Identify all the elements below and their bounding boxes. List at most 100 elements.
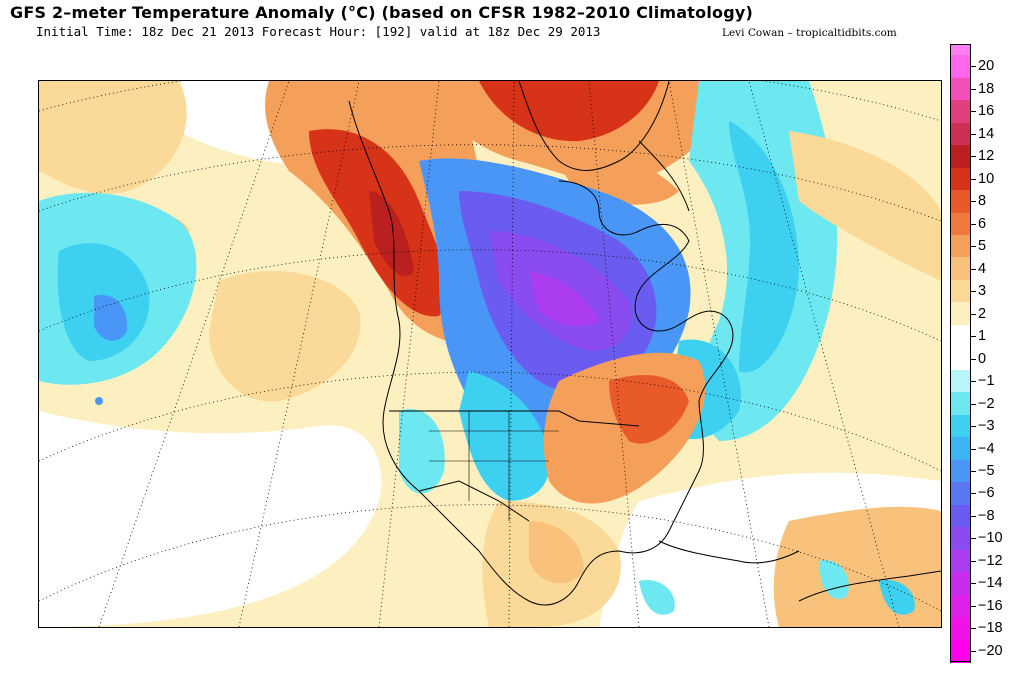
hawaii-cold-spot <box>95 397 103 405</box>
coastlines <box>348 81 941 606</box>
colorbar-swatch <box>950 55 971 79</box>
colorbar-label: 12 <box>978 148 995 165</box>
warm-region-pacific-mid <box>209 271 361 402</box>
colorbar-tick <box>971 291 976 293</box>
colorbar-tick <box>971 470 976 472</box>
anomaly-field <box>39 81 941 627</box>
colorbar-tick <box>971 560 976 562</box>
colorbar-tick <box>971 268 976 270</box>
coastline-south-america <box>798 570 941 602</box>
colorbar-swatch <box>950 145 971 169</box>
colorbar-tick <box>971 358 976 360</box>
colorbar-tick <box>971 538 976 540</box>
colorbar-swatch <box>950 594 971 619</box>
state-borders <box>429 411 559 521</box>
colorbar-tick <box>971 336 976 338</box>
colorbar-swatch <box>950 482 971 506</box>
graticule <box>39 81 941 627</box>
colorbar-label: −20 <box>978 642 1003 659</box>
colorbar-swatch <box>950 437 971 461</box>
coastline-cuba <box>658 540 800 564</box>
colorbar-swatch <box>950 527 971 551</box>
colorbar-tick <box>971 246 976 248</box>
graticule-meridian <box>98 81 290 627</box>
colorbar-tick <box>971 88 976 90</box>
cold-patch-south-america-east <box>879 580 915 615</box>
cold-patch-south-america <box>819 560 849 600</box>
colorbar-swatch <box>950 572 971 596</box>
colorbar-label: −5 <box>978 462 995 479</box>
colorbar-label: −1 <box>978 373 995 390</box>
graticule-parallel <box>39 144 941 222</box>
colorbar-label: 5 <box>978 238 987 255</box>
cold-region-rockies <box>399 409 445 494</box>
colorbar-swatch <box>950 77 971 102</box>
colorbar-tick <box>971 111 976 113</box>
colorbar-swatch <box>950 279 971 304</box>
graticule-parallel <box>39 81 941 122</box>
cold-tongue-plains <box>459 371 550 501</box>
colorbar-label: 3 <box>978 283 987 300</box>
colorbar-label: −3 <box>978 418 995 435</box>
neutral-region-southwest <box>39 411 382 627</box>
colorbar-label: 8 <box>978 193 987 210</box>
warm-patch-gulf <box>529 521 584 584</box>
colorbar-tick <box>971 133 976 135</box>
colorbar-label: 4 <box>978 260 987 277</box>
colorbar-swatch <box>950 100 971 124</box>
colorbar-tick <box>971 515 976 517</box>
colorbar-label: −14 <box>978 575 1003 592</box>
colorbar-label: −2 <box>978 395 995 412</box>
warm-region-atlantic-east <box>789 131 941 281</box>
colorbar-tick <box>971 223 976 225</box>
colorbar-tick <box>971 583 976 585</box>
coastline-greenland <box>638 140 690 212</box>
graticule-parallel <box>39 504 941 612</box>
colorbar <box>950 44 976 663</box>
colorbar-swatch <box>950 212 971 236</box>
colorbar-tick <box>971 605 976 607</box>
colorbar-swatch <box>950 392 971 416</box>
extreme-warm-core-western-canada <box>369 191 414 277</box>
colorbar-label: 16 <box>978 103 995 120</box>
colorbar-swatch <box>950 459 971 484</box>
colorbar-swatch <box>950 302 971 326</box>
colorbar-label: −12 <box>978 552 1003 569</box>
colorbar-tick <box>971 156 976 158</box>
colorbar-label: 0 <box>978 350 987 367</box>
graticule-parallel <box>39 371 941 472</box>
colorbar-label: −8 <box>978 507 995 524</box>
colorbar-label: −4 <box>978 440 995 457</box>
colorbar-swatch <box>950 257 971 281</box>
colorbar-tick <box>971 201 976 203</box>
cold-center-pacific <box>94 295 128 341</box>
map-title: GFS 2–meter Temperature Anomaly (°C) (ba… <box>10 3 754 22</box>
colorbar-swatch <box>950 639 971 663</box>
colorbar-tick <box>971 650 976 652</box>
colorbar-tick <box>971 403 976 405</box>
colorbar-tick <box>971 426 976 428</box>
colorbar-tick <box>971 313 976 315</box>
colorbar-tick <box>971 493 976 495</box>
colorbar-label: −10 <box>978 530 1003 547</box>
colorbar-label: 1 <box>978 328 987 345</box>
cold-patch-central-america <box>639 580 675 615</box>
colorbar-swatch <box>950 347 971 371</box>
strong-warm-region-eastern-us <box>609 375 689 444</box>
colorbar-swatch <box>950 324 971 349</box>
warm-region-caribbean <box>773 506 941 627</box>
colorbar-tick <box>971 178 976 180</box>
colorbar-tick <box>971 66 976 68</box>
colorbar-label: 14 <box>978 125 995 142</box>
colorbar-tick <box>971 381 976 383</box>
colorbar-label: 2 <box>978 305 987 322</box>
coastline-north-america <box>348 100 734 606</box>
colorbar-label: −18 <box>978 620 1003 637</box>
cold-core-north-atlantic <box>729 121 799 373</box>
colorbar-label: 20 <box>978 58 995 75</box>
graticule-parallel <box>39 249 941 342</box>
anomaly-map <box>38 80 942 628</box>
colorbar-swatch <box>950 504 971 529</box>
border-us-mexico <box>418 480 530 522</box>
coastline-arctic-islands <box>518 81 670 171</box>
